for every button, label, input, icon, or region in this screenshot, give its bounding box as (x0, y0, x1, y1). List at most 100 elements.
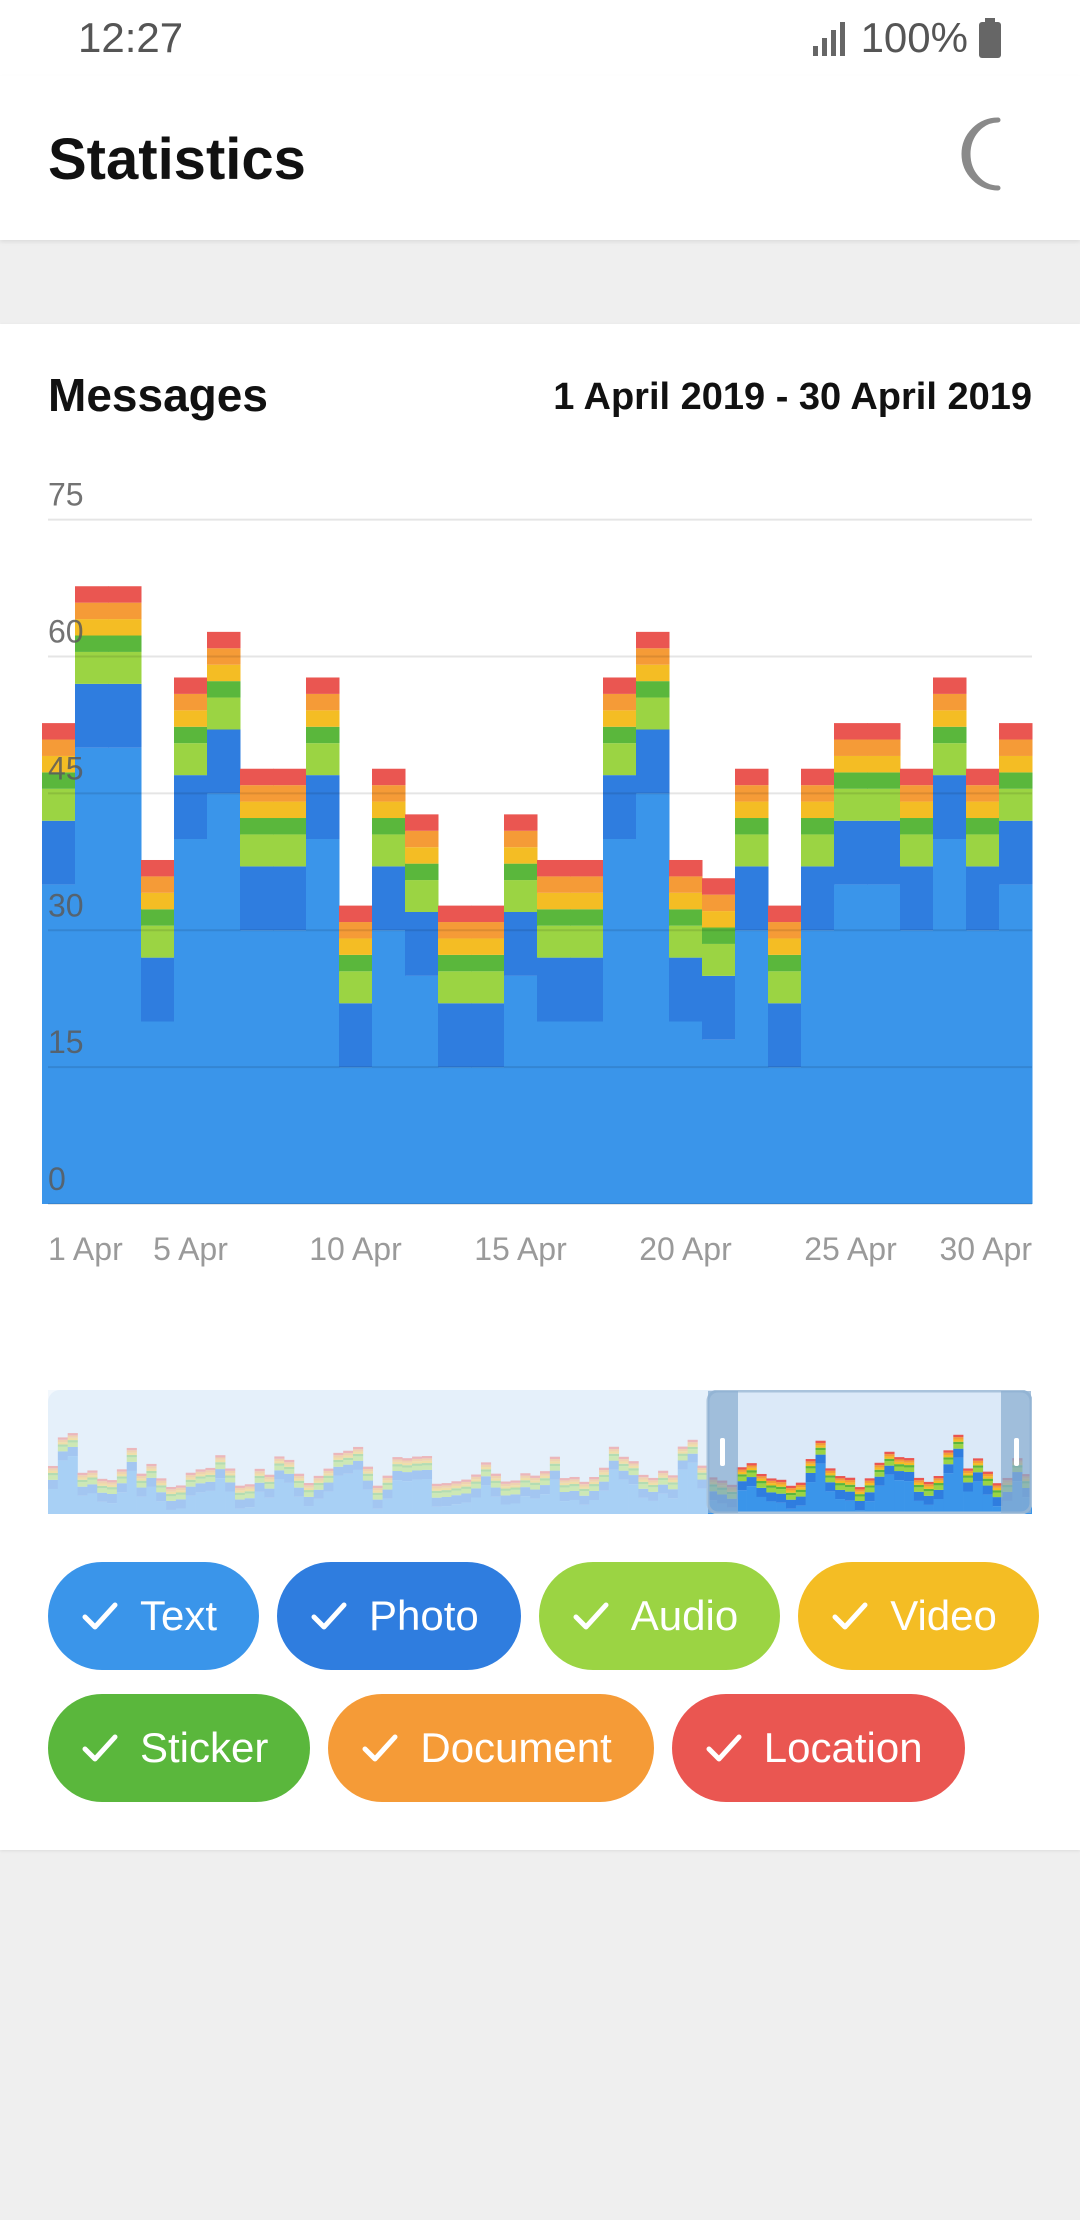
bar-audio-7 (240, 834, 274, 867)
bar-audio-2 (75, 651, 109, 684)
chart-title: Messages (48, 369, 268, 421)
navigator-bar (795, 1487, 806, 1490)
navigator-bar (786, 1492, 797, 1496)
bar-location-16 (537, 859, 571, 877)
chip-text[interactable]: Text (48, 1562, 260, 1670)
navigator-bar (815, 1447, 826, 1451)
navigator-bar (736, 1476, 747, 1482)
handle-grip (720, 1438, 725, 1466)
bar-photo-17 (570, 957, 604, 1022)
bar-photo-8 (273, 866, 307, 931)
chip-label: Audio (630, 1592, 739, 1639)
navigator-bar (776, 1489, 787, 1494)
navigator-bar (795, 1489, 806, 1493)
bar-video-13 (438, 938, 472, 955)
bar-photo-27 (900, 866, 934, 931)
bar-video-27 (900, 801, 934, 819)
bar-document-30 (999, 739, 1033, 756)
navigator-bar (923, 1486, 934, 1489)
navigator-bar (884, 1465, 895, 1475)
navigator-bar (963, 1468, 974, 1471)
bar-sticker-4 (141, 909, 175, 926)
navigator-bar (864, 1501, 875, 1514)
bar-photo-19 (636, 729, 670, 794)
navigator-bar (736, 1490, 747, 1514)
navigator-bar (845, 1477, 856, 1481)
bar-sticker-16 (537, 909, 571, 926)
navigator-bar (835, 1476, 846, 1479)
messages-card: Messages 1 April 2019 - 30 April 2019 0 1… (0, 324, 1080, 1850)
navigator-bar (766, 1483, 777, 1486)
navigator-bar (746, 1472, 757, 1478)
bar-video-2 (75, 619, 109, 636)
y-tick-label: 15 (48, 1024, 84, 1060)
navigator-bar (825, 1477, 836, 1483)
navigator-bar (835, 1499, 846, 1514)
navigator-bar (835, 1489, 846, 1500)
navigator-bar (825, 1482, 836, 1492)
navigator-bar (884, 1474, 895, 1514)
navigator-bar (943, 1464, 954, 1474)
app-bar: Statistics (0, 76, 1080, 240)
bar-location-30 (999, 723, 1033, 740)
bar-location-20 (669, 859, 703, 877)
bar-photo-22 (735, 866, 769, 931)
chip-sticker[interactable]: Sticker (48, 1694, 311, 1802)
navigator-bar (963, 1477, 974, 1483)
navigator-bar (953, 1457, 964, 1514)
bar-text-11 (372, 930, 406, 1204)
bar-photo-1 (42, 820, 76, 885)
navigator-bar (972, 1460, 984, 1464)
bar-video-4 (141, 892, 175, 910)
bar-audio-9 (306, 743, 340, 776)
bar-audio-11 (372, 834, 406, 867)
bar-photo-5 (174, 775, 208, 839)
navigator-bar (923, 1495, 934, 1505)
bar-sticker-13 (438, 954, 472, 972)
navigator-bar (835, 1478, 846, 1481)
navigator-bar (746, 1470, 757, 1473)
bar-location-1 (42, 723, 76, 740)
navigator-bar (904, 1462, 915, 1466)
chip-audio[interactable]: Audio (538, 1562, 781, 1670)
navigator-bar (766, 1478, 777, 1481)
bar-sticker-22 (735, 818, 769, 835)
navigator-bar (854, 1487, 866, 1490)
chip-document[interactable]: Document (328, 1694, 654, 1802)
navigator-bar (845, 1491, 856, 1501)
navigator-bar (904, 1465, 915, 1468)
navigator-bar (766, 1492, 777, 1502)
navigator-bar (992, 1490, 1003, 1493)
navigator-bar (992, 1487, 1003, 1491)
bar-sticker-28 (933, 726, 967, 744)
bar-location-8 (273, 768, 307, 786)
bar-text-7 (240, 930, 274, 1204)
navigator-bar (776, 1479, 787, 1483)
navigator-bar (933, 1475, 944, 1479)
bar-video-16 (537, 892, 571, 910)
navigator-bar (815, 1450, 826, 1455)
night-mode-icon[interactable] (952, 112, 1036, 196)
x-tick-label: 15 Apr (474, 1231, 567, 1267)
chip-video[interactable]: Video (798, 1562, 1039, 1670)
navigator-bar (904, 1458, 915, 1461)
navigator-bar (982, 1485, 993, 1495)
bar-document-8 (273, 785, 307, 802)
bar-audio-26 (867, 788, 901, 821)
range-navigator[interactable] (48, 1390, 1032, 1514)
navigator-bar (835, 1485, 846, 1490)
navigator-bar (845, 1480, 856, 1483)
bar-document-1 (42, 739, 76, 756)
bar-audio-4 (141, 925, 175, 958)
bar-audio-27 (900, 834, 934, 867)
navigator-bar (786, 1488, 797, 1491)
bar-text-5 (174, 839, 208, 1204)
bar-photo-26 (867, 820, 901, 885)
navigator-bar (756, 1487, 767, 1497)
bar-audio-30 (999, 788, 1033, 821)
chip-location[interactable]: Location (671, 1694, 965, 1802)
chip-photo[interactable]: Photo (277, 1562, 521, 1670)
bar-sticker-6 (207, 681, 241, 698)
bar-video-25 (834, 755, 868, 773)
bar-audio-25 (834, 788, 868, 821)
